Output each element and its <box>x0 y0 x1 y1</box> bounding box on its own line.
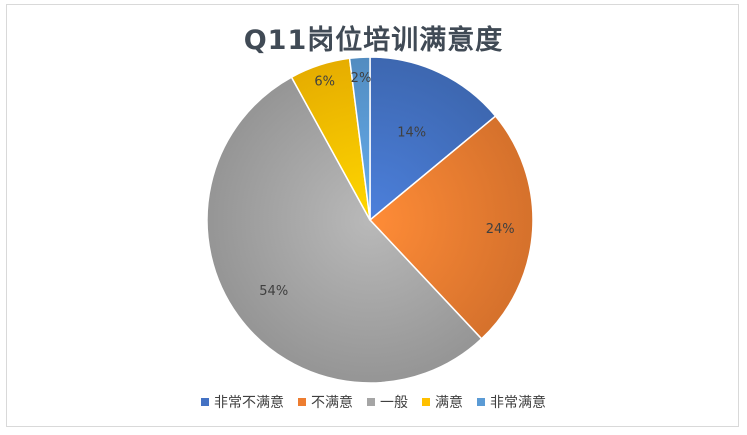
legend-swatch <box>201 398 209 406</box>
legend-swatch <box>298 398 306 406</box>
legend-label: 不满意 <box>311 392 353 412</box>
chart-legend: 非常不满意 不满意 一般 满意 非常满意 <box>0 392 747 412</box>
legend-swatch <box>477 398 485 406</box>
legend-item: 一般 <box>367 392 408 412</box>
legend-item: 非常满意 <box>477 392 546 412</box>
legend-swatch <box>422 398 430 406</box>
legend-item: 不满意 <box>298 392 353 412</box>
legend-item: 满意 <box>422 392 463 412</box>
legend-label: 非常不满意 <box>214 392 284 412</box>
legend-swatch <box>367 398 375 406</box>
legend-label: 一般 <box>380 392 408 412</box>
data-label: 54% <box>259 284 288 299</box>
data-label: 2% <box>351 71 372 86</box>
legend-label: 非常满意 <box>490 392 546 412</box>
data-label: 24% <box>486 222 515 237</box>
data-label: 6% <box>314 74 335 89</box>
data-label: 14% <box>397 126 426 141</box>
legend-label: 满意 <box>435 392 463 412</box>
legend-item: 非常不满意 <box>201 392 284 412</box>
